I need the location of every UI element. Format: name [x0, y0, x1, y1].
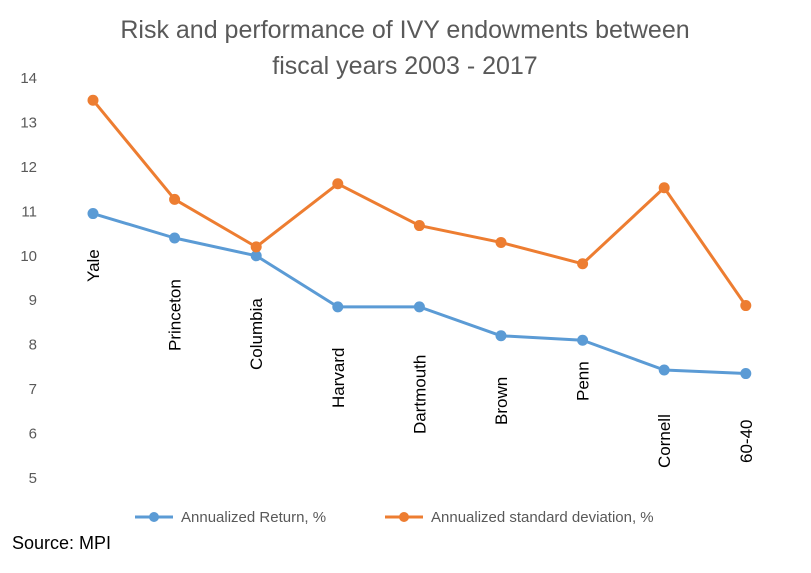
chart-title-line-1: Risk and performance of IVY endowments b… — [120, 16, 689, 44]
category-label: Cornell — [655, 414, 674, 468]
category-label: Yale — [84, 249, 103, 282]
y-tick-label: 10 — [20, 248, 37, 265]
data-point — [577, 258, 589, 270]
data-point — [250, 250, 262, 262]
legend-marker — [149, 512, 159, 522]
legend-label: Annualized Return, % — [181, 509, 326, 526]
data-point — [413, 301, 425, 313]
series-line-2 — [91, 98, 748, 308]
data-point — [250, 241, 262, 253]
y-tick-label: 11 — [21, 203, 37, 220]
data-point — [332, 178, 344, 190]
series-lines — [87, 94, 752, 380]
category-label: Dartmouth — [410, 355, 429, 434]
data-point — [658, 364, 670, 376]
y-axis: 5 6 7 8 9 10 11 12 13 14 — [20, 70, 37, 487]
category-label: Harvard — [329, 348, 348, 408]
data-point — [169, 193, 181, 205]
data-point — [577, 334, 589, 346]
y-tick-label: 6 — [29, 426, 37, 443]
category-label: Columbia — [247, 298, 266, 370]
category-label: Princeton — [166, 279, 185, 351]
data-point — [740, 368, 752, 380]
legend-label: Annualized standard deviation, % — [431, 509, 654, 526]
y-tick-label: 14 — [20, 70, 37, 87]
data-point — [87, 208, 99, 220]
y-tick-label: 13 — [20, 114, 37, 131]
y-tick-label: 12 — [20, 159, 37, 176]
series-line-1 — [91, 212, 748, 376]
data-point — [332, 301, 344, 313]
data-point — [169, 232, 181, 244]
y-tick-label: 9 — [29, 292, 37, 309]
data-point — [495, 236, 507, 248]
y-tick-label: 7 — [29, 381, 37, 398]
legend: Annualized Return, % Annualized standard … — [135, 509, 654, 526]
chart-title-line-2: fiscal years 2003 - 2017 — [272, 52, 537, 80]
data-point — [495, 330, 507, 342]
category-label: Brown — [492, 377, 511, 425]
data-point — [658, 182, 670, 194]
data-point — [413, 220, 425, 232]
category-label: Penn — [574, 361, 593, 401]
y-tick-label: 8 — [29, 337, 37, 354]
data-point — [740, 300, 752, 312]
category-labels: Yale Princeton Columbia Harvard Dartmouth Bro… — [84, 249, 756, 468]
category-label: 60-40 — [737, 420, 756, 463]
y-tick-label: 5 — [29, 470, 37, 487]
legend-marker — [399, 512, 409, 522]
data-point — [87, 94, 99, 106]
source-note: Source: MPI — [12, 533, 112, 553]
